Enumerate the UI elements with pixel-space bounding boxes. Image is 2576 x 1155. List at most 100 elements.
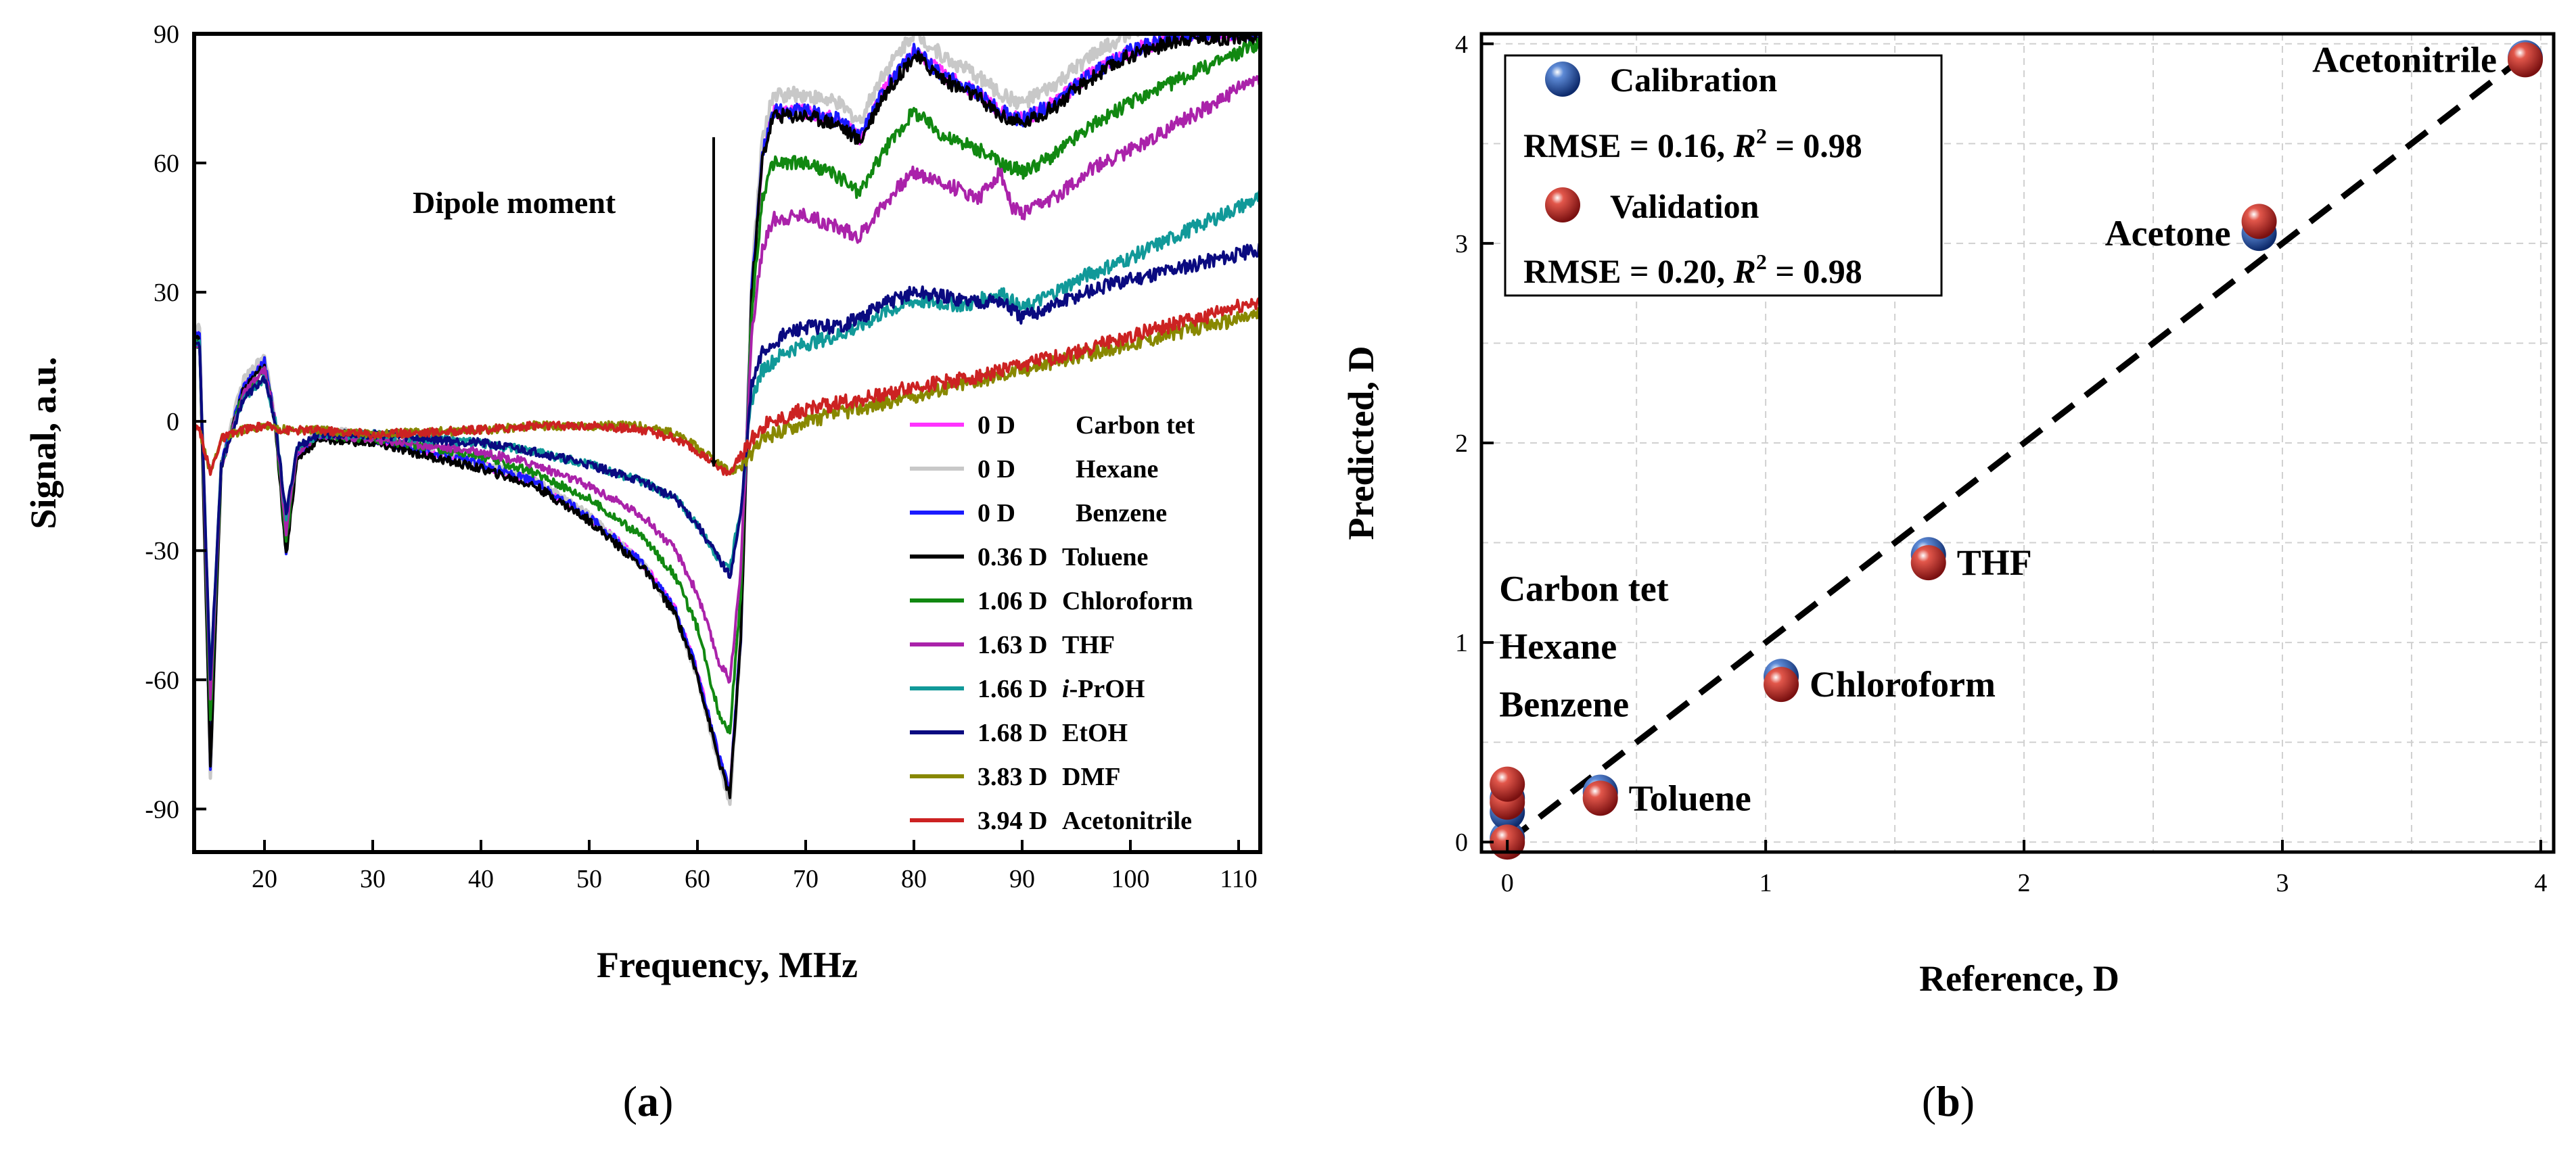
point-validation [1910, 545, 1946, 581]
legend-name-toluene: Toluene [1062, 543, 1148, 571]
legend-validation-stats: RMSE = 0.20, R2 = 0.98 [1523, 250, 1862, 290]
chart-b-x-tick-label: 2 [2018, 869, 2031, 897]
panel-label-a: (a) [623, 1077, 674, 1125]
legend-validation-marker [1545, 187, 1580, 222]
chart-b-x-label: Reference, D [1919, 958, 2119, 999]
panel-label-b: (b) [1922, 1077, 1975, 1125]
chart-a-legend: 0 D Carbon tet 0 D Hexane 0 D Benzene 0.36 D To… [910, 411, 1195, 835]
legend-calibration-stats: RMSE = 0.16, R2 = 0.98 [1523, 124, 1862, 164]
chart-a-plot-frame [192, 32, 1262, 854]
point-validation [1764, 667, 1799, 703]
legend-calibration-label: Calibration [1610, 61, 1777, 99]
point-validation [2507, 42, 2543, 78]
panel-label-b-close-paren: ) [1960, 1077, 1975, 1125]
panel-label-b-open-paren: ( [1922, 1077, 1936, 1125]
point-label-toluene: Toluene [1629, 778, 1751, 818]
chart-a-x-tick-label: 60 [685, 865, 710, 893]
dipole-moment-annotation: Dipole moment [413, 185, 616, 220]
chart-b-x-tick-label: 1 [1760, 869, 1772, 897]
legend-name-italic-part: i [1062, 675, 1070, 703]
chart-a-y-tick-label: 0 [166, 408, 179, 436]
chart-b-y-label: Predicted, D [1341, 346, 1381, 540]
chart-a-x-tick-label: 70 [793, 865, 819, 893]
point-label-acetonitrile: Acetonitrile [2312, 39, 2497, 80]
legend-name-thf: THF [1062, 631, 1115, 659]
chart-b-points [1490, 40, 2543, 860]
legend-dipole-ipr: 1.66 D [978, 675, 1047, 703]
chart-b-y-tick-label: 3 [1455, 230, 1468, 258]
legend-name-etoh: EtOH [1062, 719, 1128, 747]
panel-label-b-letter: b [1936, 1077, 1960, 1125]
legend-dipole-thf: 1.63 D [978, 631, 1047, 659]
chart-a-x-ticks: 20 30 40 50 60 70 80 90 100 110 [252, 840, 1258, 893]
legend-validation-label: Validation [1610, 187, 1760, 225]
chart-b-y-ticks: 0 1 2 3 4 [1455, 30, 1494, 857]
chart-a-x-tick-label: 30 [360, 865, 386, 893]
point-validation [1490, 766, 1525, 802]
point-label-carbon-tet: Carbon tet [1499, 568, 1668, 609]
panel-label-a-letter: a [637, 1077, 659, 1125]
chart-a-y-tick-label: 90 [154, 20, 179, 49]
series-line-toluene [194, 34, 1260, 799]
chart-b-y-tick-label: 0 [1455, 828, 1468, 857]
legend-calibration-marker [1545, 62, 1580, 97]
chart-b-grid [1481, 34, 2554, 852]
chart-a-y-label: Signal, a.u. [23, 356, 64, 529]
panel-label-a-open-paren: ( [623, 1077, 637, 1125]
legend-validation-r-sup: 2 [1756, 250, 1767, 274]
legend-dipole-benzene: 0 D [978, 499, 1015, 527]
point-label-hexane: Hexane [1499, 626, 1617, 667]
chart-a-y-tick-label: 60 [154, 149, 179, 178]
legend-dipole-acetonitrile: 3.94 D [978, 807, 1047, 835]
legend-name-carbon_tet: Carbon tet [1076, 411, 1195, 440]
panel-label-a-close-paren: ) [659, 1077, 673, 1125]
chart-b-y-tick-label: 2 [1455, 429, 1468, 458]
legend-name-ipr: i-PrOH [1062, 675, 1145, 703]
chart-a-x-tick-label: 80 [901, 865, 927, 893]
legend-name-benzene: Benzene [1076, 499, 1167, 527]
legend-name-rest-part: -PrOH [1070, 675, 1145, 703]
chart-a-y-tick-label: -90 [145, 795, 179, 824]
chart-b-x-tick-label: 4 [2534, 869, 2547, 897]
chart-b-legend: Calibration RMSE = 0.16, R2 = 0.98 Valid… [1504, 54, 1943, 297]
chart-b-identity-line [1505, 51, 2530, 845]
chart-a: 20 30 40 50 60 70 80 90 100 110 9060300-30-60-90 … [23, 20, 1262, 985]
chart-a-series-group [194, 34, 1260, 806]
chart-a-x-tick-label: 90 [1009, 865, 1035, 893]
legend-dipole-dmf: 3.83 D [978, 763, 1047, 791]
chart-a-y-ticks: 90 60 30 0 -30 -60 -90 [145, 20, 206, 824]
legend-dipole-carbon_tet: 0 D [978, 411, 1015, 440]
point-label-benzene: Benzene [1499, 684, 1629, 725]
legend-dipole-chloroform: 1.06 D [978, 587, 1047, 615]
chart-b-y-tick-label: 1 [1455, 629, 1468, 657]
chart-a-x-tick-label: 40 [468, 865, 494, 893]
chart-a-x-tick-label: 50 [576, 865, 602, 893]
legend-validation-r: R [1732, 252, 1755, 290]
point-label-chloroform: Chloroform [1810, 664, 1996, 705]
series-line-acetonitrile [194, 296, 1260, 477]
legend-calibration-r-value: = 0.98 [1767, 126, 1862, 164]
legend-name-hexane: Hexane [1076, 455, 1158, 484]
legend-dipole-etoh: 1.68 D [978, 719, 1047, 747]
legend-calibration-rmse: RMSE = 0.16, [1523, 126, 1733, 164]
legend-validation-r-value: = 0.98 [1767, 252, 1862, 290]
legend-name-acetonitrile: Acetonitrile [1062, 807, 1192, 835]
legend-name-chloroform: Chloroform [1062, 587, 1193, 615]
chart-b-x-tick-label: 0 [1501, 869, 1514, 897]
legend-name-dmf: DMF [1062, 763, 1121, 791]
chart-a-x-tick-label: 20 [252, 865, 277, 893]
chart-a-y-tick-label: -60 [145, 666, 179, 694]
chart-a-x-tick-label: 110 [1220, 865, 1258, 893]
point-label-thf: THF [1957, 542, 2032, 583]
chart-b: Acetonitrile Acetone THF Chloroform Toluene C… [1341, 30, 2556, 999]
legend-dipole-hexane: 0 D [978, 455, 1015, 484]
chart-a-y-tick-label: 30 [154, 279, 179, 307]
series-line-chloroform [194, 37, 1260, 735]
legend-calibration-r-sup: 2 [1756, 124, 1767, 148]
chart-b-x-ticks: 0 1 2 3 4 [1501, 840, 2547, 897]
legend-dipole-toluene: 0.36 D [978, 543, 1047, 571]
point-label-acetone: Acetone [2105, 213, 2231, 254]
chart-b-x-tick-label: 3 [2276, 869, 2288, 897]
chart-a-x-label: Frequency, MHz [597, 945, 858, 985]
